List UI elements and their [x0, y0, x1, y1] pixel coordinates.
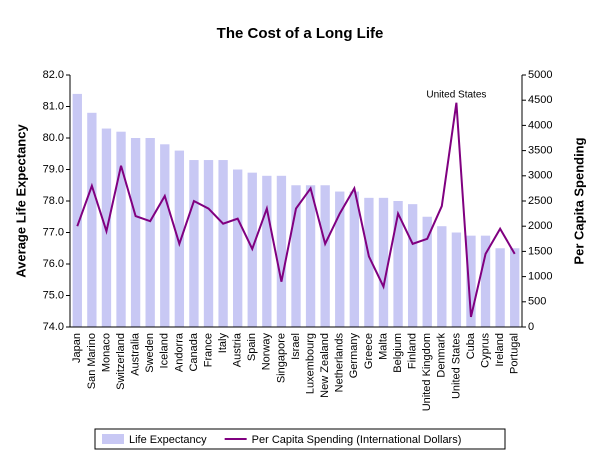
bar: [87, 112, 97, 327]
bar: [364, 197, 374, 327]
bar: [320, 185, 330, 327]
x-tick-label: Germany: [348, 333, 360, 379]
bar: [510, 248, 520, 327]
x-tick-label: Japan: [71, 333, 83, 363]
bar: [451, 232, 462, 327]
x-tick-label: Italy: [217, 333, 229, 354]
x-tick-label: Austria: [232, 332, 244, 367]
y-tick-label: 79.0: [43, 163, 64, 175]
legend-label: Life Expectancy: [129, 434, 207, 446]
bar: [276, 175, 287, 327]
legend-swatch: [102, 434, 124, 444]
x-tick-label: New Zealand: [319, 333, 331, 398]
bar: [160, 144, 170, 327]
chart-title: The Cost of a Long Life: [217, 25, 384, 42]
y-tick-label: 78.0: [43, 195, 64, 207]
legend-label: Per Capita Spending (International Dolla…: [252, 434, 462, 446]
x-tick-label: Iceland: [159, 333, 171, 368]
x-tick-label: Finland: [407, 333, 419, 369]
x-tick-label: Andorra: [173, 332, 185, 372]
y-axis-label: Average Life Expectancy: [13, 124, 28, 278]
bar: [189, 160, 199, 327]
x-tick-label: Monaco: [100, 333, 112, 372]
bar: [72, 93, 82, 328]
bar: [422, 216, 432, 327]
bar: [378, 197, 389, 327]
bar: [130, 138, 141, 327]
bar: [262, 175, 272, 327]
bar: [349, 191, 359, 327]
x-tick-label: United States: [450, 333, 462, 400]
y2-tick-label: 1000: [528, 271, 552, 283]
x-tick-label: Sweden: [144, 333, 156, 373]
y2-tick-label: 3000: [528, 170, 552, 182]
x-tick-label: San Marino: [86, 333, 98, 389]
x-tick-label: Canada: [188, 332, 200, 371]
y-tick-label: 77.0: [43, 226, 64, 238]
y2-tick-label: 4000: [528, 119, 552, 131]
y2-tick-label: 2000: [528, 220, 552, 232]
legend-box: [94, 428, 506, 450]
y-tick-label: 74.0: [43, 321, 64, 333]
x-tick-label: Australia: [130, 332, 142, 376]
y2-tick-label: 3500: [528, 145, 552, 157]
y2-tick-label: 5000: [528, 69, 552, 81]
bar: [407, 204, 418, 327]
x-tick-label: France: [202, 333, 214, 367]
bar: [145, 138, 155, 327]
bar: [218, 160, 228, 327]
y-tick-label: 81.0: [43, 100, 64, 112]
x-tick-label: Denmark: [436, 333, 448, 378]
x-tick-label: Portugal: [509, 333, 521, 374]
bar: [174, 150, 185, 327]
x-tick-label: Norway: [261, 333, 273, 371]
x-tick-label: Cuba: [465, 332, 477, 359]
line: [76, 102, 516, 318]
y-tick-label: 76.0: [43, 258, 64, 270]
bar: [495, 248, 505, 327]
y2-tick-label: 0: [528, 321, 534, 333]
y2-tick-label: 4500: [528, 94, 552, 106]
x-tick-label: Ireland: [494, 333, 506, 367]
x-tick-label: Malta: [377, 332, 389, 360]
y2-axis-label: Per Capita Spending: [571, 137, 586, 264]
annotation: United States: [426, 89, 486, 100]
bar: [305, 185, 316, 327]
x-tick-label: United Kingdom: [421, 333, 433, 411]
y2-tick-label: 500: [528, 296, 546, 308]
x-tick-label: Netherlands: [334, 333, 346, 393]
bar: [116, 131, 126, 327]
x-tick-label: Switzerland: [115, 333, 127, 390]
bar: [291, 185, 301, 327]
x-tick-label: Greece: [363, 333, 375, 369]
y-tick-label: 80.0: [43, 132, 64, 144]
bar: [393, 201, 403, 327]
x-tick-label: Spain: [246, 333, 258, 361]
y-tick-label: 75.0: [43, 289, 64, 301]
bar: [233, 169, 243, 327]
x-tick-label: Luxembourg: [304, 333, 316, 394]
x-tick-label: Singapore: [275, 333, 287, 383]
x-tick-label: Belgium: [392, 333, 404, 373]
y2-tick-label: 2500: [528, 195, 552, 207]
bar: [437, 226, 447, 327]
x-tick-label: Cyprus: [479, 333, 491, 368]
bar: [466, 235, 476, 327]
bar: [480, 235, 491, 327]
bar: [203, 160, 214, 327]
x-tick-label: Israel: [290, 333, 302, 360]
bar: [335, 191, 345, 327]
y-tick-label: 82.0: [43, 69, 64, 81]
y2-tick-label: 1500: [528, 245, 552, 257]
